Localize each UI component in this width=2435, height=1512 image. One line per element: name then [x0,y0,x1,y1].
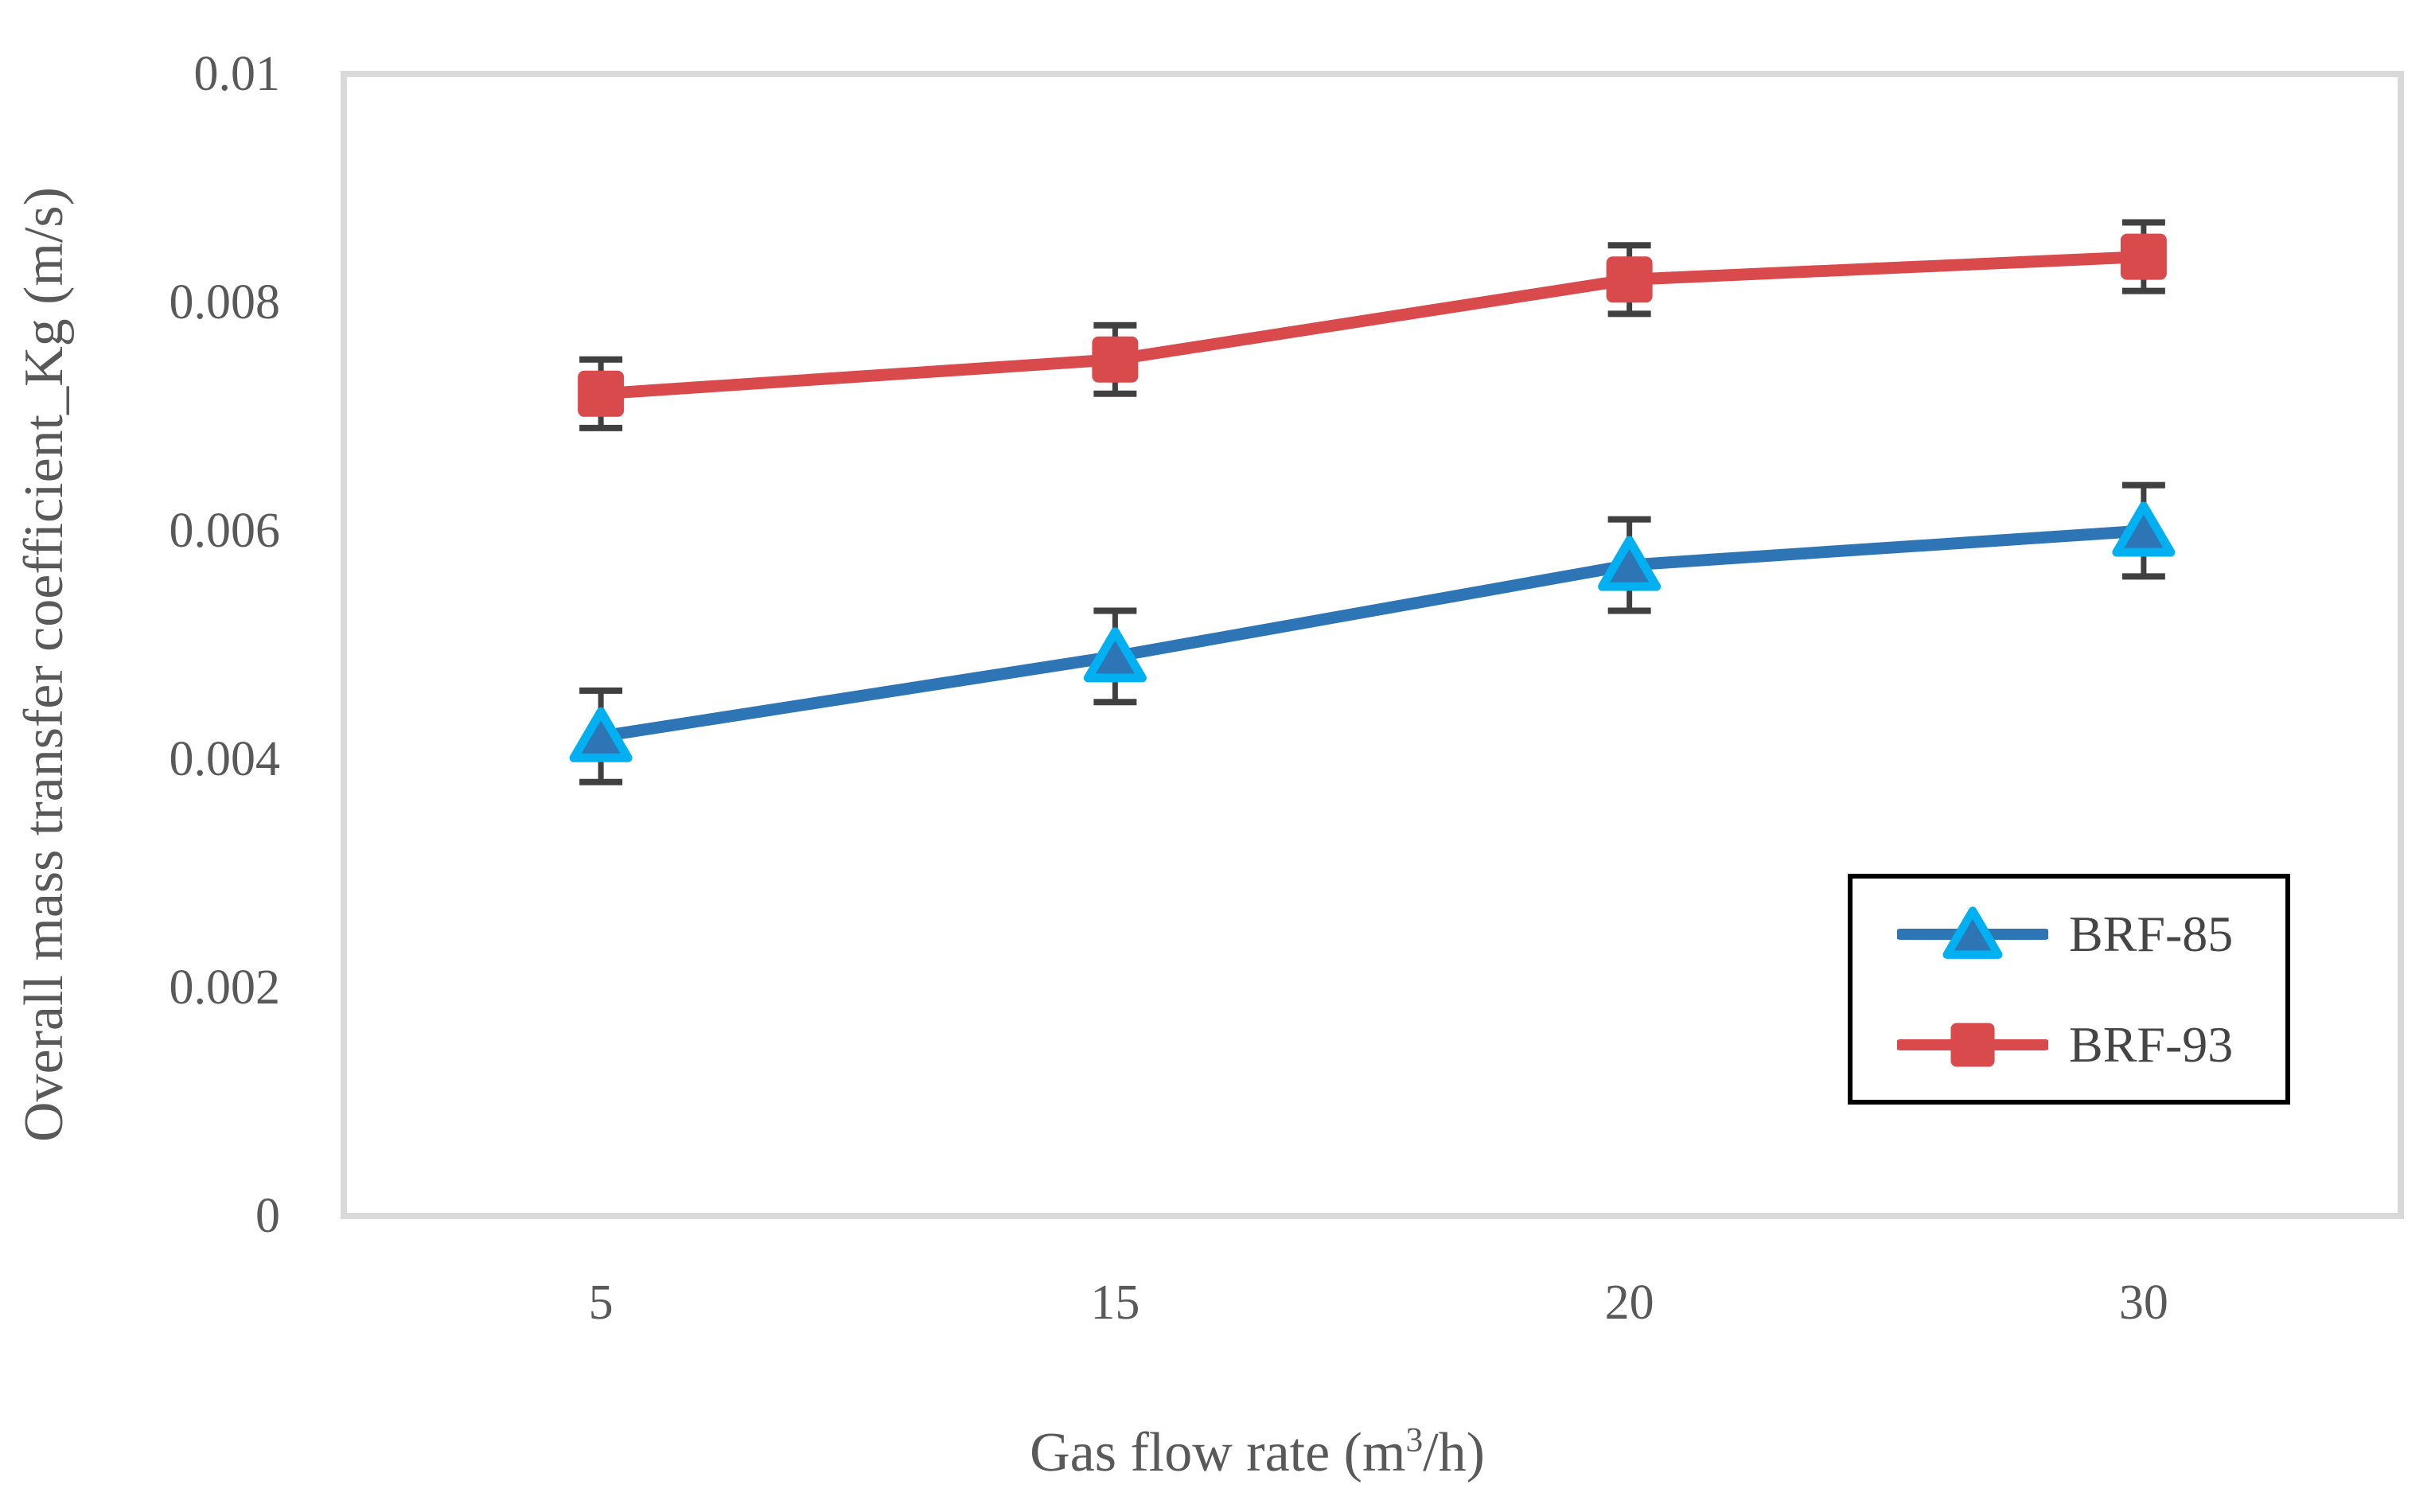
brf-85-line-marker-sample [1897,906,2048,959]
x-tick-label: 5 [588,1276,614,1330]
square-marker [1092,336,1139,383]
x-axis-title-pre: Gas flow rate (m [1030,1422,1406,1483]
triangle-marker [1942,906,2003,959]
y-tick-label: 0 [255,1189,280,1243]
square-marker [578,370,625,417]
x-axis-title-post: /h) [1423,1422,1485,1483]
y-tick-label: 0.004 [169,732,281,786]
square-marker [1606,256,1653,303]
triangle-marker [1598,536,1662,591]
x-tick-label: 15 [1090,1276,1140,1330]
legend-label-brf-85: BRF-85 [2069,905,2234,962]
legend-entry-brf-93: BRF-93 [1897,1013,2285,1077]
x-axis-title-superscript: 3 [1405,1420,1424,1459]
legend: BRF-85 BRF-93 [1848,874,2290,1105]
series-line-brf-85 [594,524,2150,742]
y-tick-label: 0.002 [169,961,281,1015]
y-tick-label: 0.008 [169,275,281,329]
square-marker [1950,1022,1995,1067]
brf-93-line-marker-sample [1897,1022,2048,1067]
y-tick-label: 0.01 [193,47,281,101]
y-tick-label: 0.006 [169,504,281,558]
x-tick-label: 20 [1604,1276,1654,1330]
triangle-marker [569,707,633,762]
y-axis-title: Overall mass transfer coefficient_Kg (m/… [14,187,75,1142]
series-line-brf-93 [594,251,2150,400]
plot-border [341,71,2404,1219]
x-tick-label: 30 [2118,1276,2168,1330]
legend-entry-brf-85: BRF-85 [1897,902,2285,966]
legend-label-brf-93: BRF-93 [2069,1015,2234,1073]
x-axis-title: Gas flow rate (m3/h) [80,1421,2435,1485]
triangle-marker [1083,627,1147,683]
square-marker [2120,233,2167,280]
triangle-marker [2112,501,2176,557]
